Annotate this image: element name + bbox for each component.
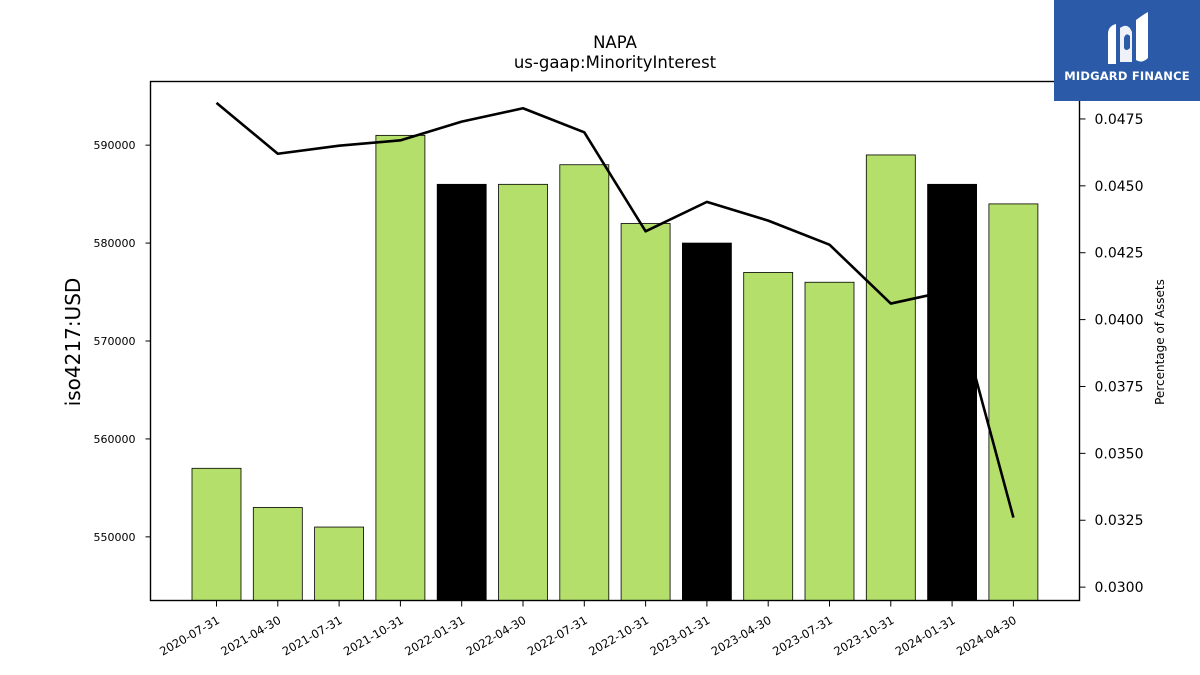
x-tick-label: 2024-01-31 xyxy=(893,613,958,659)
x-tick-label: 2022-01-31 xyxy=(402,613,467,659)
x-tick-label: 2021-10-31 xyxy=(341,613,406,659)
x-tick-label: 2021-04-30 xyxy=(218,613,283,659)
bar-2024-04-30 xyxy=(988,203,1039,601)
right-axis-label: Percentage of Assets xyxy=(1153,279,1167,405)
percentage-line xyxy=(215,101,1015,518)
bar-series xyxy=(191,134,1039,601)
brand-name: MIDGARD FINANCE xyxy=(1064,69,1190,83)
x-axis: 2020-07-312021-04-302021-07-312021-10-31… xyxy=(157,600,1019,659)
midgard-logo-icon xyxy=(1108,12,1148,64)
chart-subtitle: us-gaap:MinorityInterest xyxy=(514,53,717,72)
bar-2022-07-31 xyxy=(559,164,610,601)
right-tick-label: 0.0425 xyxy=(1095,246,1144,262)
x-tick-label: 2020-07-31 xyxy=(157,613,222,659)
left-tick-label: 560000 xyxy=(94,433,136,446)
right-tick-label: 0.0450 xyxy=(1095,179,1144,195)
left-tick-label: 550000 xyxy=(94,531,136,544)
bar-2022-04-30 xyxy=(498,183,548,601)
bar-2024-01-31 xyxy=(927,183,977,601)
right-tick-label: 0.0325 xyxy=(1095,513,1144,529)
bar-2023-07-31 xyxy=(804,281,855,601)
right-axis: 0.0300 0.0325 0.0350 0.0375 0.0400 0.0425 0.04… xyxy=(1079,112,1144,596)
bar-2022-01-31 xyxy=(436,183,487,601)
x-tick-label: 2022-10-31 xyxy=(586,613,651,659)
right-tick-label: 0.0400 xyxy=(1095,313,1144,329)
x-tick-label: 2024-04-30 xyxy=(954,613,1019,659)
bar-2023-01-31 xyxy=(682,242,732,601)
bar-2022-10-31 xyxy=(620,223,671,601)
right-tick-label: 0.0350 xyxy=(1095,446,1144,462)
left-tick-label: 570000 xyxy=(94,335,136,348)
x-tick-label: 2023-10-31 xyxy=(831,613,896,659)
left-tick-label: 590000 xyxy=(94,139,136,152)
bar-2023-04-30 xyxy=(743,272,794,601)
chart-title: NAPA xyxy=(593,33,638,52)
right-tick-label: 0.0375 xyxy=(1095,379,1144,395)
brand-logo: MIDGARD FINANCE xyxy=(1054,0,1200,101)
right-tick-label: 0.0475 xyxy=(1095,112,1144,128)
x-tick-label: 2023-07-31 xyxy=(770,613,835,659)
right-tick-label: 0.0300 xyxy=(1095,580,1144,596)
x-tick-label: 2021-07-31 xyxy=(280,613,345,659)
bar-2021-04-30 xyxy=(252,507,303,601)
left-axis: 550000 560000 570000 580000 590000 xyxy=(94,139,151,544)
bar-2021-07-31 xyxy=(314,526,365,601)
left-axis-label: iso4217:USD xyxy=(61,278,85,407)
x-tick-label: 2023-04-30 xyxy=(709,613,774,659)
left-tick-label: 580000 xyxy=(94,237,136,250)
bar-2023-10-31 xyxy=(865,154,916,601)
bar-2021-10-31 xyxy=(375,134,426,601)
x-tick-label: 2023-01-31 xyxy=(648,613,713,659)
x-tick-label: 2022-07-31 xyxy=(525,613,590,659)
x-tick-label: 2022-04-30 xyxy=(464,613,529,659)
bar-2020-07-31 xyxy=(191,467,242,601)
